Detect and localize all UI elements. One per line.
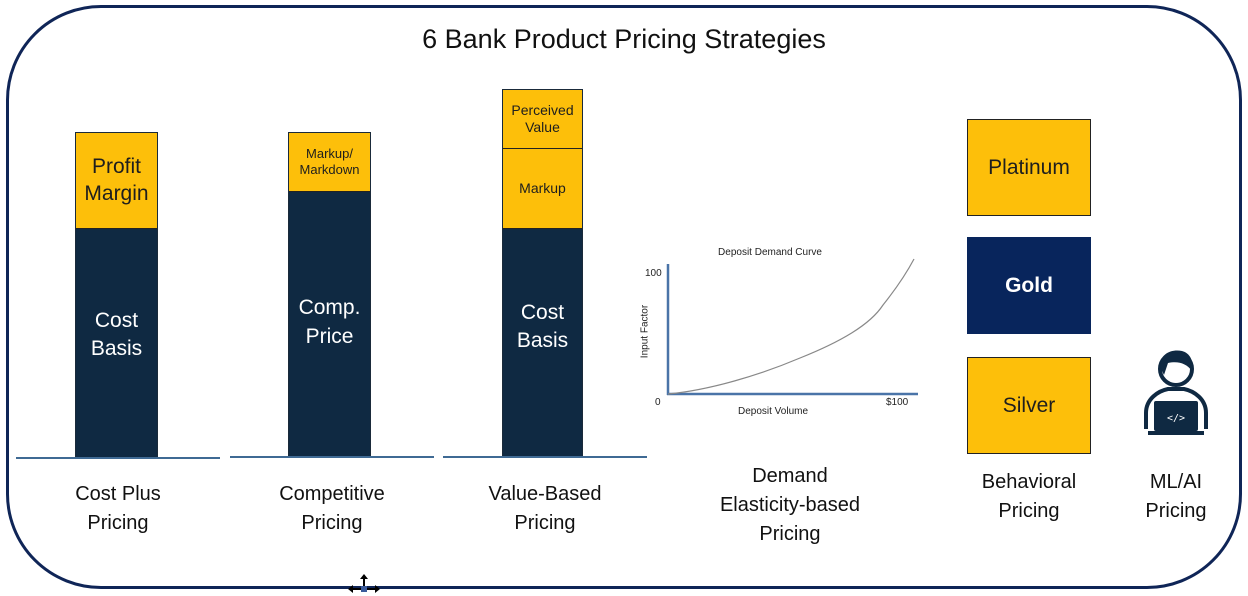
deposit-demand-chart: Deposit Demand Curve 100 0 $100 Deposit …: [620, 0, 940, 440]
cost-basis-segment: Cost Basis: [76, 229, 157, 457]
label-line: Pricing: [1145, 500, 1207, 522]
developer-laptop-icon: </>: [1144, 350, 1208, 435]
cost-plus-stacked-bar: Profit Margin Cost Basis: [75, 132, 158, 458]
segment-text: Profit: [91, 155, 141, 179]
comp-price-segment: Comp. Price: [289, 192, 370, 457]
chart-title: Deposit Demand Curve: [718, 247, 822, 258]
demand-curve-plot: [666, 258, 918, 396]
label-line: Elasticity-based: [719, 494, 861, 516]
segment-text: Markup: [519, 179, 566, 196]
label-line: Pricing: [87, 512, 149, 534]
label-line: Pricing: [998, 500, 1060, 522]
strategy-label-demand-elasticity: Demand Elasticity-based Pricing: [680, 462, 900, 549]
y-tick-100: 100: [645, 268, 662, 279]
strategy-label-cost-plus: Cost Plus Pricing: [16, 480, 220, 538]
segment-text: Margin: [84, 181, 149, 205]
page-title: 6 Bank Product Pricing Strategies: [422, 24, 826, 54]
segment-text: Value: [525, 119, 560, 135]
segment-text: Comp.: [298, 296, 361, 320]
tier-silver: Silver: [967, 357, 1091, 454]
label-line: Pricing: [514, 512, 576, 534]
strategy-label-ml-ai: ML/AI Pricing: [1120, 468, 1232, 526]
move-cursor-icon: [348, 574, 380, 593]
label-line: Value-Based: [488, 483, 602, 505]
strategy-label-value-based: Value-Based Pricing: [443, 480, 647, 538]
segment-text: Cost: [94, 308, 139, 332]
label-line: Competitive: [279, 483, 385, 505]
strategy-label-competitive: Competitive Pricing: [230, 480, 434, 538]
label-line: Pricing: [759, 523, 821, 545]
markup-segment: Markup: [503, 149, 582, 229]
svg-text:</>: </>: [1167, 413, 1185, 424]
segment-text: Cost: [520, 300, 565, 324]
diagram-frame: [6, 5, 1242, 589]
tier-gold: Gold: [967, 237, 1091, 334]
segment-text: Markdown: [299, 162, 360, 177]
tier-platinum: Platinum: [967, 119, 1091, 216]
label-line: ML/AI: [1149, 471, 1203, 493]
value-based-stacked-bar: Perceived Value Markup Cost Basis: [502, 89, 583, 458]
label-line: Cost Plus: [75, 483, 161, 505]
baseline-cost-plus: [16, 457, 220, 459]
profit-margin-segment: Profit Margin: [76, 133, 157, 229]
x-tick-0: 0: [655, 397, 661, 408]
perceived-value-segment: Perceived Value: [503, 90, 582, 149]
competitive-stacked-bar: Markup/Markdown Comp. Price: [288, 132, 371, 458]
x-axis-label: Deposit Volume: [738, 406, 809, 417]
segment-text: Basis: [516, 329, 569, 352]
segment-text: Perceived: [511, 101, 574, 118]
markup-markdown-segment: Markup/Markdown: [289, 133, 370, 192]
label-line: Demand: [752, 465, 828, 487]
label-line: Pricing: [301, 512, 363, 534]
segment-text: Price: [305, 324, 354, 348]
baseline-value-based: [443, 456, 647, 458]
segment-text: Markup/: [306, 145, 353, 161]
segment-text: Basis: [90, 337, 143, 360]
baseline-competitive: [230, 456, 434, 458]
strategy-label-behavioral: Behavioral Pricing: [947, 468, 1111, 526]
label-line: Behavioral: [981, 471, 1077, 493]
x-tick-100: $100: [886, 397, 909, 408]
cost-basis-segment: Cost Basis: [503, 229, 582, 457]
